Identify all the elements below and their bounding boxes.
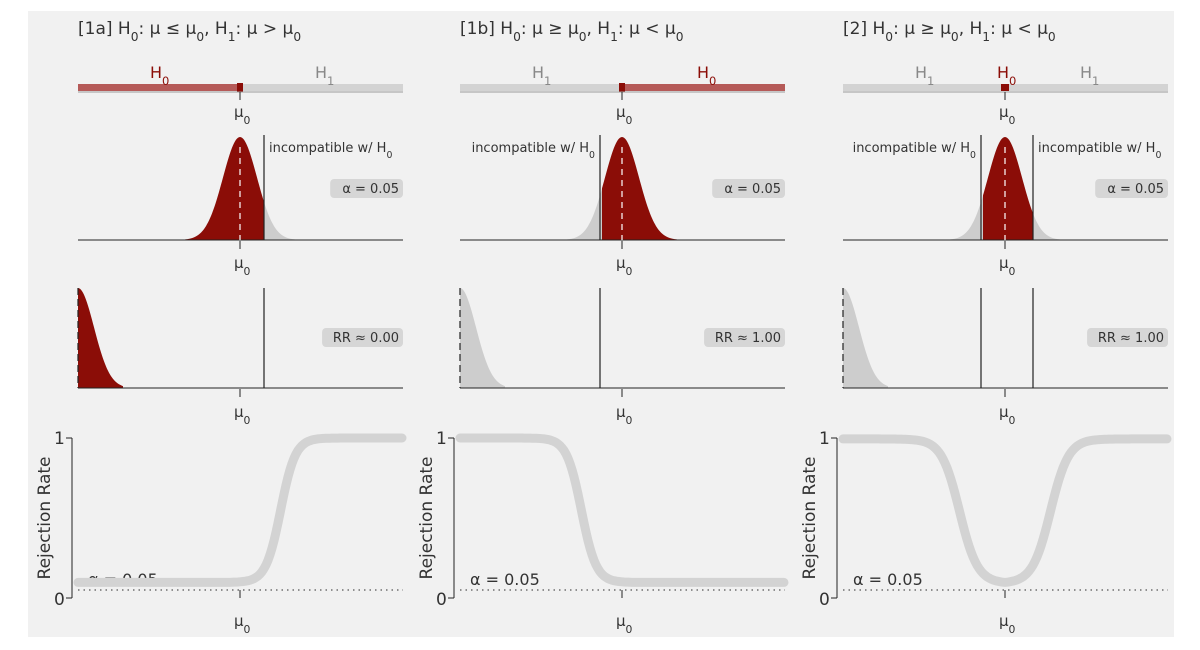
panel-2-hypothesis-segment-2 [1009,84,1168,91]
panel-1b-alpha-badge-bg [712,179,785,198]
panel-1b-true-mu0-label: μ0 [616,403,633,427]
panel-2-hypothesis-segment-1 [1001,84,1009,91]
panel-2-curve-mu0-label: μ0 [999,612,1016,636]
panel-1a-incompatible-label-0: incompatible w/ H0 [269,141,392,161]
panel-1a-bar-mu0-label: μ0 [234,103,251,127]
panel-2-rr-badge-bg [1087,328,1168,347]
panel-1b-y-axis-label: Rejection Rate [417,457,437,580]
panel-1a-dist-mu0-label: μ0 [234,254,251,278]
panel-1a-hypothesis-segment-0 [78,84,240,91]
panel-2-bar-label-1: H0 [997,63,1016,88]
panel-2-bar-mu0-label: μ0 [999,103,1016,127]
panel-1b-rr-badge: RR ≈ 1.00 [715,331,781,346]
panel-1b-dist-mu0-label: μ0 [616,254,633,278]
panel-1a-true-distribution [78,288,123,388]
panel-1a-rejection-curve [73,433,407,587]
panel-1a-rr-badge-bg [322,328,403,347]
panel-1a-y-axis-label: Rejection Rate [35,457,55,580]
panel-1a-true-mu0-label: μ0 [234,403,251,427]
panel-1b-bar-label-1: H0 [697,63,716,88]
panel-2-y-axis-label: Rejection Rate [800,457,820,580]
panel-1b-hypothesis-segment-1 [622,84,785,91]
panel-2-title: [2] H0: μ ≥ μ0, H1: μ < μ0 [843,19,1056,44]
panel-1b-acceptance-region [602,137,702,240]
panel-1a-bar-label-0: H0 [150,63,169,88]
panel-2-bar-label-2: H1 [1080,63,1099,88]
panel-1b-bar-mu0-label: μ0 [616,103,633,127]
panel-2-alpha-badge: α = 0.05 [1107,182,1164,197]
panel-2-true-distribution [843,288,888,388]
panel-2-alpha-badge-bg [1095,179,1168,198]
panel-1a-acceptance-region [160,137,264,240]
panel-2-rr-badge: RR ≈ 1.00 [1098,331,1164,346]
panel-1a-mu0-marker [237,83,243,92]
panel-1b-bar-label-0: H1 [532,63,551,88]
panel-2-dist-mu0-label: μ0 [999,254,1016,278]
panel-1b-curve-alpha-label: α = 0.05 [470,570,540,589]
panel-1a-alpha-badge-bg [330,179,403,198]
panel-1a-y-tick-label-0: 0 [54,590,65,610]
panel-2-rejection-curve [838,434,1172,587]
panel-1b-true-distribution [460,288,505,388]
panel-1a-rr-badge: RR ≈ 0.00 [333,331,399,346]
panel-2-curve-alpha-label: α = 0.05 [853,570,923,589]
panel-2-y-tick-label-1: 1 [819,429,830,449]
panel-1b-hypothesis-segment-0 [460,84,622,91]
panel-1a-hypothesis-segment-1 [240,84,403,91]
panel-2-incompatible-label-0: incompatible w/ H0 [853,141,976,161]
panel-1b-rejection-curve [455,433,789,587]
panel-1b-y-tick-label-1: 1 [436,429,447,449]
panel-2-hypothesis-segment-0 [843,84,1001,91]
panel-2-bar-label-0: H1 [915,63,934,88]
panel-1a-title: [1a] H0: μ ≤ μ0, H1: μ > μ0 [78,19,301,44]
panel-2-true-mu0-label: μ0 [999,403,1016,427]
panel-2-incompatible-label-1: incompatible w/ H0 [1038,141,1161,161]
panel-1b-y-tick-label-0: 0 [436,590,447,610]
panel-1b-curve-mu0-label: μ0 [616,612,633,636]
panel-1a-curve-mu0-label: μ0 [234,612,251,636]
panel-1b-mu0-marker [619,83,625,92]
panel-2-acceptance-region [983,137,1033,240]
panel-1b-rr-badge-bg [704,328,785,347]
panel-1b-incompatible-label-0: incompatible w/ H0 [472,141,595,161]
panel-1b-alpha-badge: α = 0.05 [724,182,781,197]
panel-1b-title: [1b] H0: μ ≥ μ0, H1: μ < μ0 [460,19,684,44]
panel-1a-alpha-badge: α = 0.05 [342,182,399,197]
panel-1a-y-tick-label-1: 1 [54,429,65,449]
panel-2-y-tick-label-0: 0 [819,590,830,610]
panel-background [28,11,1174,637]
panel-1a-bar-label-1: H1 [315,63,334,88]
